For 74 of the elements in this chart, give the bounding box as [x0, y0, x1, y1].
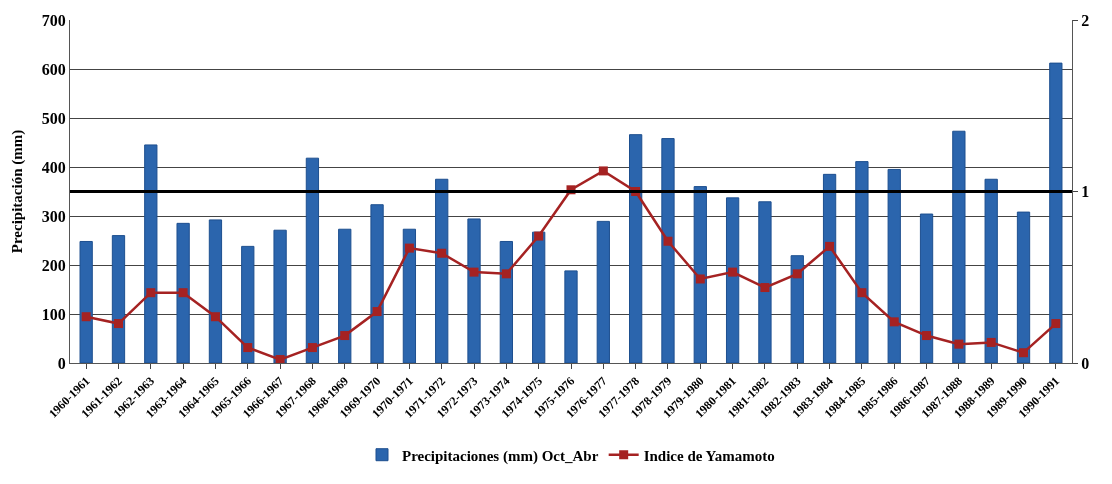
point [469, 267, 479, 277]
point [307, 343, 317, 353]
bar [499, 240, 513, 363]
bar [661, 138, 675, 363]
bar [1016, 211, 1031, 363]
point [1051, 319, 1061, 329]
point [275, 355, 285, 363]
point [437, 248, 447, 258]
y-tick-label: 400 [41, 158, 66, 176]
bar [596, 220, 610, 363]
bar [725, 197, 740, 363]
bar [305, 157, 320, 363]
bar [435, 178, 449, 363]
bar [273, 229, 287, 363]
bar [984, 178, 998, 363]
bar [758, 201, 772, 363]
y-tick-label: 100 [41, 305, 66, 323]
point [986, 337, 996, 347]
bar [790, 255, 804, 363]
y2-tick-label: 2 [1081, 11, 1090, 29]
bar [887, 168, 901, 363]
point [663, 236, 673, 246]
bar [822, 173, 837, 363]
bar [467, 218, 481, 363]
y2-tick-label: 1 [1081, 183, 1090, 201]
point [954, 339, 964, 349]
point [146, 288, 156, 298]
bar [564, 270, 578, 363]
point [792, 269, 802, 279]
point [598, 166, 608, 176]
bar [111, 235, 126, 363]
legend-label: Indice de Yamamoto [643, 447, 775, 464]
point [501, 269, 511, 279]
y-tick-label: 0 [57, 354, 66, 372]
point [825, 241, 835, 251]
point [922, 331, 932, 341]
y-tick-label: 700 [41, 11, 66, 29]
y2-tick-label: 0 [1081, 354, 1090, 372]
y-axis-title: Precipitación (mm) [9, 129, 27, 254]
bar [532, 231, 546, 363]
point [81, 312, 91, 322]
bar [693, 186, 707, 363]
point [210, 312, 220, 322]
point [113, 319, 123, 329]
point [728, 267, 738, 277]
bar [952, 130, 966, 363]
bar [370, 204, 384, 363]
point [1019, 348, 1029, 358]
bar [79, 240, 93, 363]
bar [402, 228, 417, 363]
bar [1049, 62, 1063, 363]
y-tick-label: 300 [41, 207, 66, 225]
point [404, 243, 414, 253]
bar [176, 222, 190, 363]
point [889, 317, 899, 327]
point [695, 274, 705, 284]
bar [338, 228, 352, 363]
legend-label: Precipitaciones (mm) Oct_Abr [402, 447, 599, 465]
point [372, 307, 382, 317]
point [534, 231, 544, 241]
point [178, 288, 188, 298]
bar [208, 219, 223, 363]
point [857, 288, 867, 298]
bar [855, 161, 869, 363]
point [243, 343, 253, 353]
point [340, 331, 350, 341]
bar [144, 144, 158, 363]
y-tick-label: 200 [41, 256, 66, 274]
point [760, 283, 770, 293]
bar [629, 134, 643, 363]
y-tick-label: 600 [41, 60, 66, 78]
y-tick-label: 500 [41, 109, 66, 127]
bar [241, 245, 255, 363]
bar [919, 213, 934, 363]
